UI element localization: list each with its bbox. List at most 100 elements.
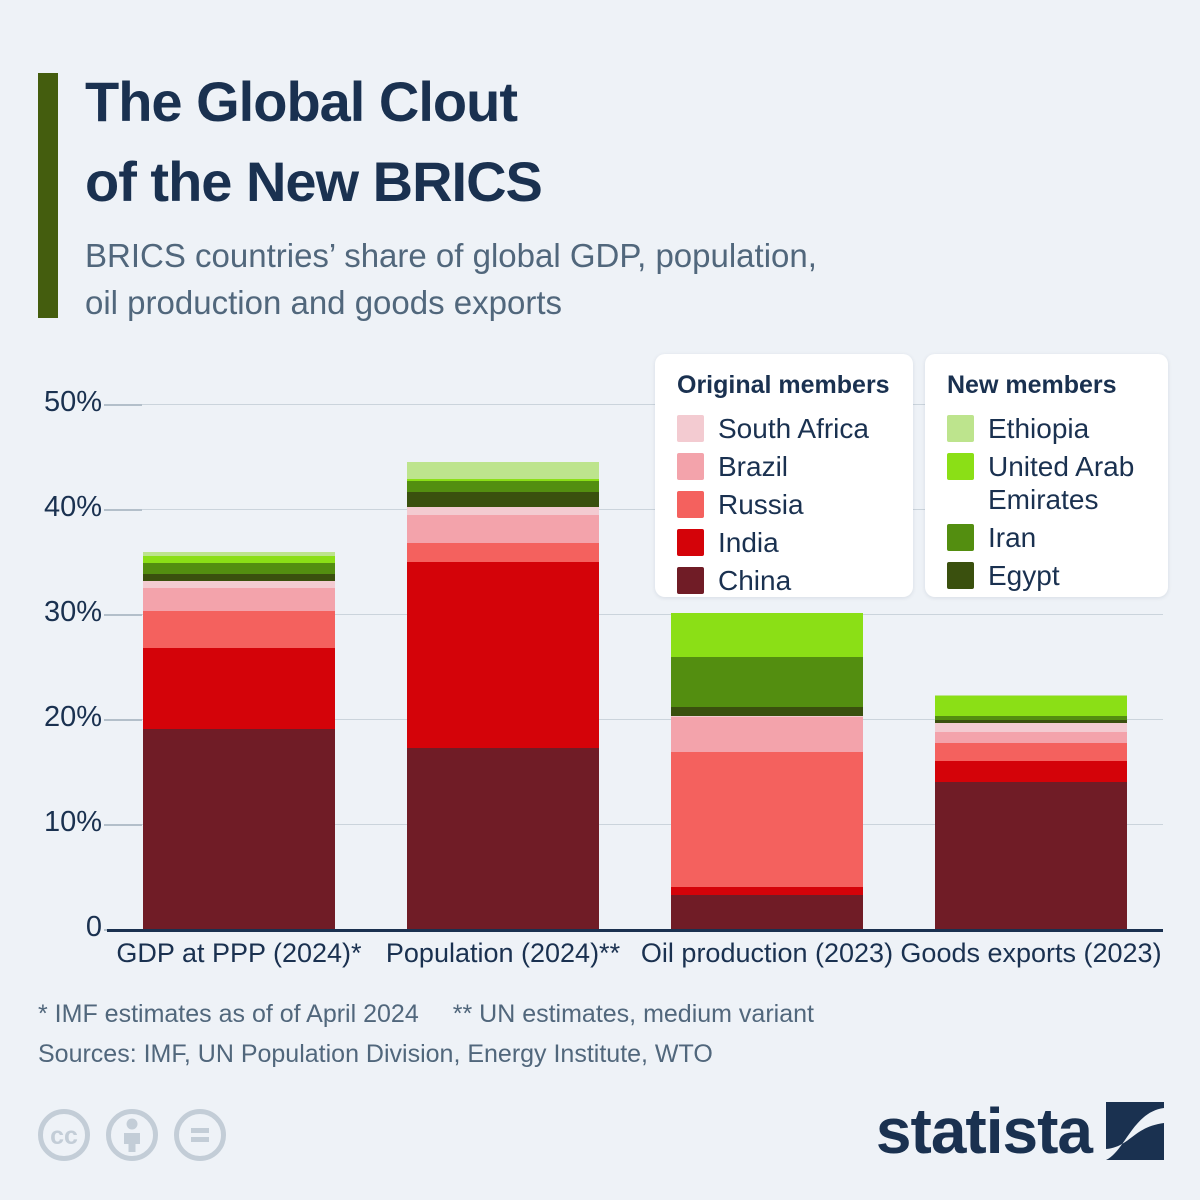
- legend-swatch-ethiopia: [947, 415, 974, 442]
- bar-segment-russia: [671, 751, 863, 887]
- x-tick-label-3: Oil production (2023): [640, 938, 894, 968]
- legend-item-label: South Africa: [718, 413, 869, 444]
- x-tick-label-4: Goods exports (2023): [900, 938, 1162, 968]
- bar-segment-ethiopia: [935, 695, 1127, 696]
- legend-original-members: Original members South Africa Brazil Rus…: [655, 354, 913, 597]
- subtitle-line-1: BRICS countries’ share of global GDP, po…: [85, 237, 817, 274]
- legend-title-new: New members: [947, 371, 1117, 399]
- y-tickmark-50: [104, 404, 142, 406]
- legend-item-label: China: [718, 565, 792, 596]
- attribution-person-icon: [106, 1109, 158, 1161]
- footnote-un: ** UN estimates, medium variant: [452, 1000, 814, 1028]
- legend-item-label: Iran: [988, 522, 1037, 553]
- legend-item: India: [677, 526, 893, 559]
- page-subtitle: BRICS countries’ share of global GDP, po…: [85, 232, 817, 326]
- legend-item: United Arab Emirates: [947, 450, 1148, 516]
- bar-segment-iran: [671, 657, 863, 708]
- legend-item-label: Brazil: [718, 451, 789, 482]
- legend-swatch-egypt: [947, 562, 974, 589]
- bar-segment-china: [935, 782, 1127, 929]
- subtitle-line-2: oil production and goods exports: [85, 284, 562, 321]
- bar-segment-russia: [143, 610, 335, 648]
- y-tick-label-50: 50%: [43, 385, 102, 418]
- y-tick-label-30: 30%: [43, 595, 102, 628]
- bar-segment-india: [143, 647, 335, 730]
- gridline-40: [112, 509, 1163, 510]
- legend-new-members: New members Ethiopia United Arab Emirate…: [925, 354, 1168, 597]
- legend-swatch-brazil: [677, 453, 704, 480]
- y-tick-label-0: 0: [85, 910, 102, 943]
- gridline-30: [112, 614, 1163, 615]
- bar-segment-india: [935, 761, 1127, 782]
- bar-segment-india: [407, 561, 599, 749]
- title-line-2: of the New BRICS: [85, 150, 543, 213]
- y-tickmark-40: [104, 509, 142, 511]
- gridline-50: [112, 404, 1163, 405]
- y-tick-label-40: 40%: [43, 490, 102, 523]
- bar-segment-brazil: [407, 515, 599, 543]
- page-title: The Global Clout of the New BRICS: [85, 62, 543, 222]
- gridline-10: [112, 824, 1163, 825]
- footnotes: * IMF estimates as of of April 2024 ** UN…: [38, 1000, 814, 1029]
- bar-3: [671, 613, 863, 929]
- y-tickmark-10: [104, 824, 142, 826]
- bar-segment-ethiopia: [407, 462, 599, 480]
- legend-swatch-russia: [677, 491, 704, 518]
- bar-segment-egypt: [143, 574, 335, 582]
- legend-item: Brazil: [677, 450, 893, 483]
- bar-4: [935, 695, 1127, 929]
- statista-wordmark: statista: [875, 1095, 1093, 1167]
- legend-item-label: India: [718, 527, 779, 558]
- bar-segment-egypt: [407, 492, 599, 507]
- bar-2: [407, 462, 599, 929]
- legend-item: South Africa: [677, 412, 893, 445]
- bar-segment-united-arab-emirates: [407, 479, 599, 481]
- bar-segment-brazil: [935, 731, 1127, 744]
- legend-title-original: Original members: [677, 371, 890, 399]
- legend-item-label: Egypt: [988, 560, 1060, 591]
- bar-segment-china: [671, 895, 863, 929]
- bar-segment-south-africa: [671, 715, 863, 717]
- bar-segment-egypt: [935, 720, 1127, 724]
- cc-icon: cc: [38, 1109, 90, 1161]
- bar-segment-united-arab-emirates: [935, 695, 1127, 716]
- legend-item: Ethiopia: [947, 412, 1148, 445]
- x-axis-line: [107, 929, 1163, 932]
- bar-segment-united-arab-emirates: [671, 613, 863, 658]
- legend-item-label: Ethiopia: [988, 413, 1090, 444]
- bar-segment-brazil: [143, 587, 335, 611]
- title-line-1: The Global Clout: [85, 70, 518, 133]
- bar-segment-ethiopia: [143, 552, 335, 557]
- bar-segment-brazil: [671, 716, 863, 752]
- bar-segment-south-africa: [143, 581, 335, 588]
- title-accent-bar: [38, 73, 58, 318]
- y-tickmark-20: [104, 719, 142, 721]
- legend-item: Russia: [677, 488, 893, 521]
- legend-swatch-south-africa: [677, 415, 704, 442]
- gridline-20: [112, 719, 1163, 720]
- bar-segment-russia: [935, 743, 1127, 761]
- bar-segment-china: [407, 748, 599, 929]
- legend-swatch-uae: [947, 453, 974, 480]
- x-tick-label-2: Population (2024)**: [385, 938, 621, 968]
- legend-swatch-iran: [947, 524, 974, 551]
- no-derivatives-icon: [174, 1109, 226, 1161]
- legend-item: Iran: [947, 521, 1148, 554]
- legend-swatch-india: [677, 529, 704, 556]
- legend-swatch-china: [677, 567, 704, 594]
- bar-segment-iran: [143, 562, 335, 575]
- legend-item-label: Russia: [718, 489, 804, 520]
- svg-text:cc: cc: [50, 1122, 78, 1150]
- bar-segment-india: [671, 887, 863, 896]
- sources-line: Sources: IMF, UN Population Division, En…: [38, 1040, 713, 1068]
- bar-segment-iran: [407, 480, 599, 493]
- y-tick-label-10: 10%: [43, 805, 102, 838]
- x-tick-label-1: GDP at PPP (2024)*: [116, 938, 362, 968]
- bar-segment-south-africa: [935, 723, 1127, 732]
- statista-logo-icon: [1106, 1102, 1164, 1160]
- bar-segment-iran: [935, 715, 1127, 721]
- bar-segment-united-arab-emirates: [143, 556, 335, 563]
- legend-item-label: United Arab Emirates: [988, 451, 1135, 515]
